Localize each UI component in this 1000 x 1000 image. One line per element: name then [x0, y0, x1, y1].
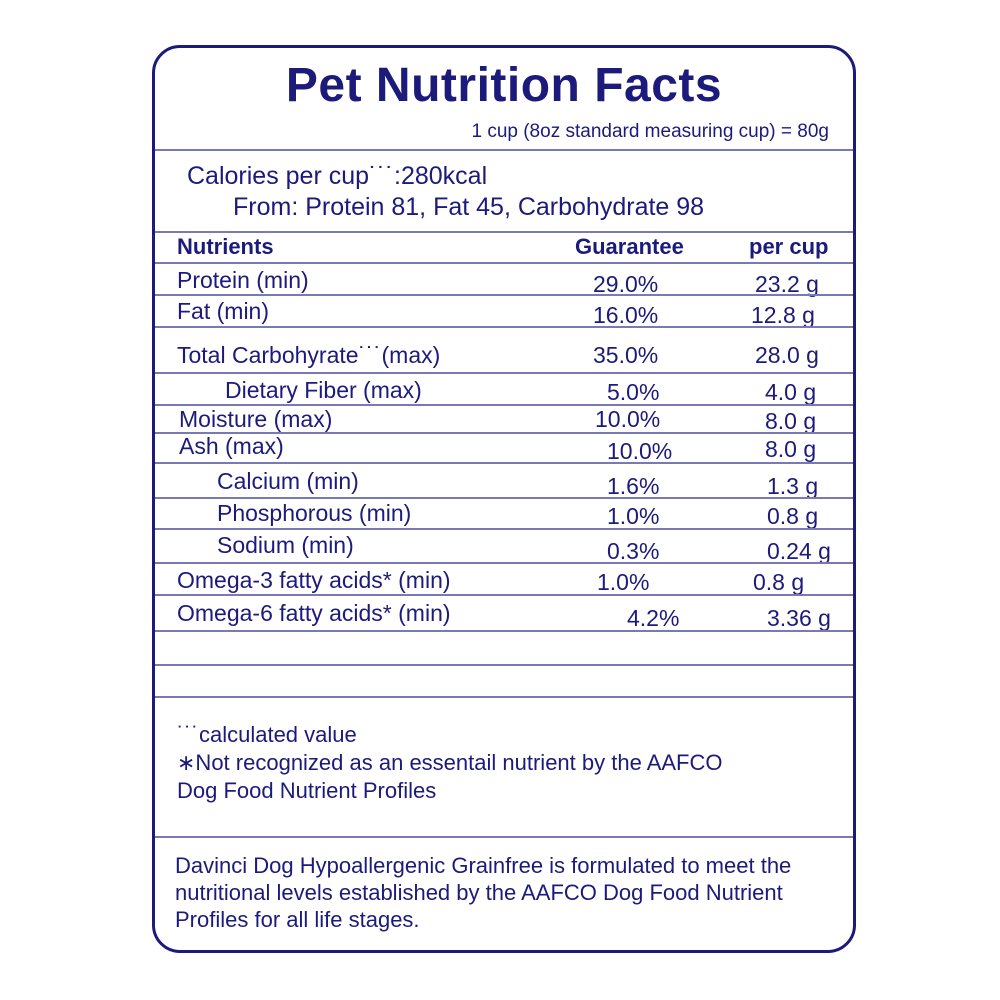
table-row-name: Moisture (max)	[179, 406, 333, 432]
divider	[155, 432, 853, 434]
divider	[155, 462, 853, 464]
divider	[155, 630, 853, 632]
table-row-name: Fat (min)	[177, 298, 269, 324]
divider	[155, 372, 853, 374]
divider	[155, 294, 853, 296]
header-per-cup: per cup	[749, 234, 829, 259]
table-row-guarantee: 4.2%	[627, 605, 680, 631]
table-row-guarantee: 10.0%	[595, 406, 661, 432]
table-row-name: Omega-3 fatty acids* (min)	[177, 567, 451, 593]
table-row-name: Total Carbohyrate˙˙˙(max)	[177, 342, 441, 368]
header-nutrients: Nutrients	[177, 234, 274, 259]
table-row-guarantee: 35.0%	[593, 342, 659, 368]
table-row-guarantee: 10.0%	[607, 438, 673, 464]
table-row-guarantee: 29.0%	[593, 271, 659, 297]
divider	[155, 326, 853, 328]
table-row-per-cup: 3.36 g	[767, 605, 831, 631]
nutrition-facts-panel: Pet Nutrition Facts 1 cup (8oz standard …	[152, 45, 856, 953]
table-row-name: Omega-6 fatty acids* (min)	[177, 600, 451, 626]
table-row-guarantee: 5.0%	[607, 379, 660, 405]
table-row-per-cup: 4.0 g	[765, 379, 817, 405]
table-row-name: Protein (min)	[177, 267, 309, 293]
header-guarantee: Guarantee	[575, 234, 684, 259]
table-row-per-cup: 28.0 g	[755, 342, 819, 368]
table-row-guarantee: 16.0%	[593, 302, 659, 328]
divider	[155, 149, 853, 151]
divider	[155, 562, 853, 564]
table-row-name: Calcium (min)	[217, 468, 359, 494]
footnote-calculated: ˙˙˙calculated value	[177, 722, 357, 747]
footnote-not-recognized-cont: Dog Food Nutrient Profiles	[177, 778, 437, 803]
table-row-name: Dietary Fiber (max)	[225, 377, 422, 403]
table-row-per-cup: 0.8 g	[767, 503, 819, 529]
table-row-name: Sodium (min)	[217, 532, 354, 558]
calories-breakdown: From: Protein 81, Fat 45, Carbohydrate 9…	[233, 193, 705, 221]
divider	[155, 404, 853, 406]
divider	[155, 528, 853, 530]
table-row-per-cup: 0.24 g	[767, 538, 831, 564]
calories-per-cup: Calories per cup˙˙˙:280kcal	[187, 162, 488, 190]
table-row-per-cup: 23.2 g	[755, 271, 819, 297]
table-row-per-cup: 1.3 g	[767, 473, 819, 499]
formulation-statement: Davinci Dog Hypoallergenic Grainfree is …	[175, 853, 792, 932]
divider	[155, 497, 853, 499]
footnote-not-recognized: ∗Not recognized as an essentail nutrient…	[177, 750, 723, 775]
divider	[155, 262, 853, 264]
table-row-per-cup: 8.0 g	[765, 436, 817, 462]
table-row-guarantee: 1.0%	[607, 503, 660, 529]
serving-size: 1 cup (8oz standard measuring cup) = 80g	[471, 121, 829, 142]
table-row-guarantee: 1.0%	[597, 569, 650, 595]
divider	[155, 231, 853, 233]
table-row-name: Ash (max)	[179, 433, 284, 459]
table-row-guarantee: 1.6%	[607, 473, 660, 499]
divider	[155, 664, 853, 666]
divider	[155, 696, 853, 698]
divider	[155, 836, 853, 838]
page-title: Pet Nutrition Facts	[285, 59, 723, 112]
divider	[155, 594, 853, 596]
table-row-name: Phosphorous (min)	[217, 500, 412, 526]
table-row-guarantee: 0.3%	[607, 538, 660, 564]
table-row-per-cup: 8.0 g	[765, 408, 817, 434]
table-row-per-cup: 0.8 g	[753, 569, 805, 595]
table-row-per-cup: 12.8 g	[751, 302, 815, 328]
